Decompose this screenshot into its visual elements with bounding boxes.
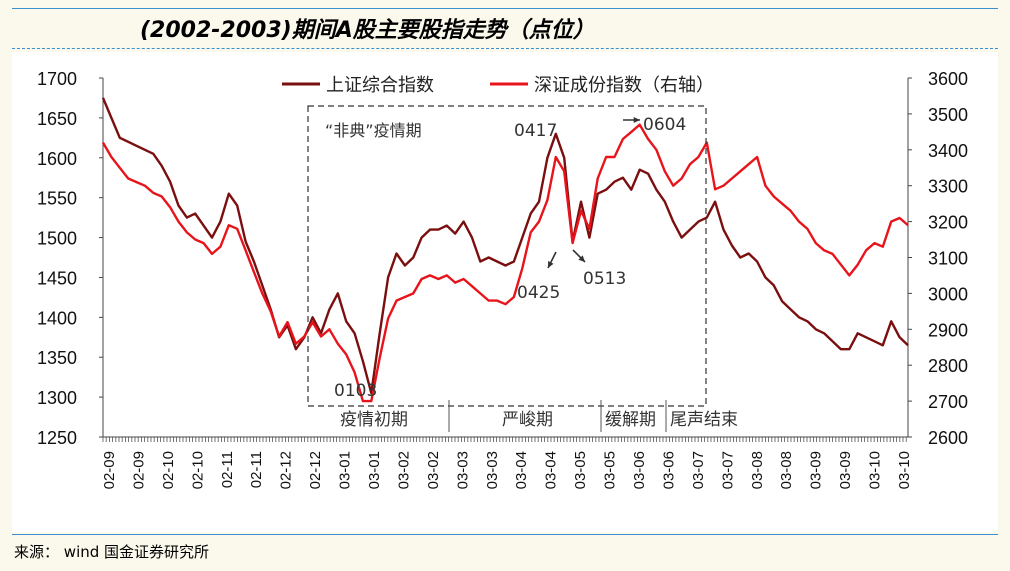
right-tick-label: 3400	[928, 141, 968, 161]
footer-line	[12, 534, 998, 535]
annotation-0103: 0103	[334, 381, 377, 401]
left-tick-label: 1700	[37, 69, 77, 89]
right-tick-label: 2600	[928, 428, 968, 448]
x-tick-label: 02-10	[160, 451, 177, 489]
x-tick-label: 03-04	[513, 451, 530, 489]
x-tick-label: 03-03	[484, 451, 501, 489]
x-tick-label: 03-02	[395, 451, 412, 489]
arrow-0513-head	[578, 255, 585, 262]
left-tick-label: 1500	[37, 229, 77, 249]
right-tick-label: 3100	[928, 249, 968, 269]
right-tick-label: 3300	[928, 177, 968, 197]
x-tick-label: 03-10	[896, 451, 913, 489]
x-tick-label: 03-07	[690, 451, 707, 489]
x-tick-label: 03-08	[778, 451, 795, 489]
shenzhen-component-line	[101, 123, 909, 403]
x-tick-label: 03-08	[749, 451, 766, 489]
x-tick-label: 03-03	[454, 451, 471, 489]
x-tick-label: 03-06	[631, 451, 648, 489]
source-org: 国金证券研究所	[104, 543, 210, 561]
x-tick-label: 02-11	[219, 451, 236, 488]
phase-label-severe: 严峻期	[502, 410, 553, 430]
left-tick-label: 1600	[37, 149, 77, 169]
x-tick-label: 03-07	[719, 451, 736, 489]
annotation-0513: 0513	[583, 269, 626, 289]
header-separator	[12, 48, 998, 49]
x-tick-label: 03-02	[425, 451, 442, 489]
left-tick-label: 1350	[37, 348, 77, 368]
legend-shanghai-label: 上证综合指数	[326, 75, 434, 96]
left-tick-label: 1400	[37, 308, 77, 328]
source-label: 来源：	[14, 543, 60, 561]
legend-shenzhen-label: 深证成份指数（右轴）	[534, 75, 714, 96]
chart-title: (2002-2003)期间A股主要股指走势（点位）	[140, 18, 595, 43]
annotation-0417: 0417	[514, 121, 557, 141]
phase-label-ending: 尾声结束	[670, 410, 738, 430]
x-tick-label: 03-09	[837, 451, 854, 489]
source-note: 来源： wind 国金证券研究所	[14, 541, 209, 562]
right-tick-label: 2900	[928, 320, 968, 340]
annotation-sars-label: “非典”疫情期	[325, 121, 422, 140]
header-top-line	[12, 8, 998, 9]
right-tick-label: 2800	[928, 356, 968, 376]
right-tick-label: 3600	[928, 69, 968, 89]
x-tick-label: 02-10	[189, 451, 206, 489]
left-tick-label: 1250	[37, 428, 77, 448]
x-tick-label: 03-09	[808, 451, 825, 489]
x-tick-label: 02-09	[130, 451, 147, 489]
shanghai-composite-line	[101, 97, 909, 395]
source-wind: wind	[63, 543, 100, 561]
left-tick-label: 1650	[37, 109, 77, 129]
left-tick-label: 1550	[37, 189, 77, 209]
x-tick-label: 03-05	[572, 451, 589, 489]
annotation-0604: 0604	[643, 115, 686, 135]
x-tick-label: 02-09	[101, 451, 118, 489]
x-tick-label: 03-01	[337, 451, 354, 489]
phase-label-early: 疫情初期	[340, 410, 408, 430]
annotation-0425: 0425	[517, 283, 560, 303]
x-tick-label: 03-04	[543, 451, 560, 489]
left-tick-label: 1300	[37, 388, 77, 408]
right-tick-label: 3200	[928, 213, 968, 233]
x-tick-label: 03-10	[867, 451, 884, 489]
arrow-0604-head	[633, 116, 640, 124]
arrow-0425-head	[548, 261, 554, 268]
right-tick-label: 3000	[928, 284, 968, 304]
x-tick-label: 02-12	[278, 451, 295, 489]
chart-panel	[12, 52, 998, 532]
left-tick-label: 1450	[37, 268, 77, 288]
x-tick-label: 02-12	[307, 451, 324, 489]
right-tick-label: 2700	[928, 392, 968, 412]
x-tick-label: 03-01	[366, 451, 383, 489]
sars-period-box	[307, 105, 707, 407]
right-tick-label: 3500	[928, 105, 968, 125]
x-tick-label: 02-11	[248, 451, 265, 488]
x-tick-label: 03-06	[660, 451, 677, 489]
phase-label-easing: 缓解期	[605, 410, 656, 430]
x-tick-label: 03-05	[602, 451, 619, 489]
